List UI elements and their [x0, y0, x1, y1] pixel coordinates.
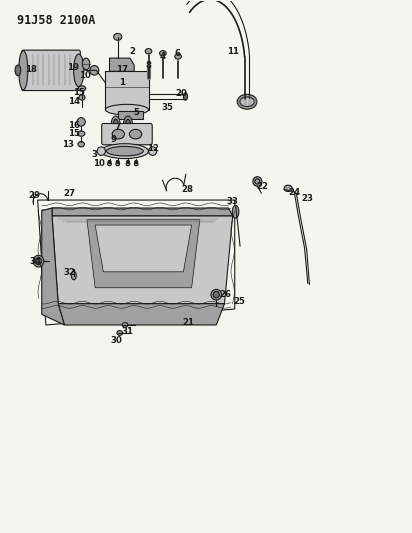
Text: 8: 8 [145, 61, 152, 70]
Ellipse shape [126, 160, 129, 163]
Ellipse shape [117, 330, 123, 335]
Text: 20: 20 [176, 89, 187, 98]
Text: 21: 21 [183, 318, 195, 327]
Ellipse shape [232, 205, 239, 218]
Ellipse shape [33, 255, 44, 267]
Text: 32: 32 [64, 269, 76, 277]
Ellipse shape [114, 34, 122, 41]
Text: 7: 7 [115, 123, 121, 132]
Text: 30: 30 [110, 336, 122, 345]
Text: 31: 31 [121, 327, 133, 336]
Ellipse shape [213, 292, 219, 298]
Ellipse shape [124, 116, 133, 133]
Text: 34: 34 [30, 257, 42, 265]
Polygon shape [52, 216, 233, 304]
Text: 4: 4 [160, 52, 166, 61]
Text: 6: 6 [174, 50, 180, 58]
Ellipse shape [105, 104, 148, 115]
Polygon shape [52, 208, 233, 216]
Ellipse shape [211, 289, 222, 300]
Text: 10: 10 [79, 70, 91, 79]
Ellipse shape [253, 176, 262, 186]
Polygon shape [105, 71, 148, 110]
Text: 3: 3 [91, 150, 97, 159]
Ellipse shape [108, 162, 111, 166]
Ellipse shape [111, 116, 120, 133]
Ellipse shape [78, 142, 84, 147]
Text: 33: 33 [227, 197, 239, 206]
Ellipse shape [77, 118, 85, 126]
Ellipse shape [159, 51, 166, 56]
Text: 12: 12 [147, 144, 159, 153]
Text: 28: 28 [182, 185, 194, 194]
Polygon shape [87, 220, 200, 288]
Ellipse shape [129, 130, 142, 139]
Text: 11: 11 [227, 47, 239, 55]
Ellipse shape [284, 185, 292, 191]
Ellipse shape [145, 49, 152, 54]
Text: 2: 2 [129, 47, 135, 55]
Text: 10: 10 [93, 159, 105, 168]
Ellipse shape [183, 93, 187, 100]
Text: 5: 5 [133, 108, 139, 117]
Text: 23: 23 [302, 194, 314, 203]
Text: 13: 13 [62, 140, 74, 149]
Ellipse shape [240, 97, 254, 107]
Text: 17: 17 [116, 66, 128, 74]
Ellipse shape [135, 160, 138, 163]
Ellipse shape [116, 162, 119, 166]
Ellipse shape [90, 66, 99, 75]
Ellipse shape [101, 144, 148, 159]
Ellipse shape [19, 51, 28, 90]
Text: 35: 35 [161, 102, 173, 111]
Polygon shape [118, 111, 143, 119]
Ellipse shape [122, 322, 128, 327]
Text: 25: 25 [234, 296, 246, 305]
Text: 26: 26 [220, 289, 232, 298]
Ellipse shape [175, 54, 181, 59]
Text: 27: 27 [63, 189, 76, 198]
Ellipse shape [116, 160, 119, 163]
Polygon shape [95, 225, 192, 272]
Ellipse shape [97, 147, 105, 156]
Text: 15: 15 [73, 87, 84, 96]
Text: 29: 29 [28, 191, 40, 200]
Ellipse shape [15, 65, 21, 76]
Ellipse shape [126, 162, 130, 166]
Ellipse shape [74, 54, 84, 86]
Ellipse shape [113, 119, 118, 130]
Text: 24: 24 [288, 188, 300, 197]
Ellipse shape [112, 130, 124, 139]
Text: 1: 1 [119, 77, 125, 86]
Polygon shape [42, 208, 64, 325]
Text: 19: 19 [67, 63, 79, 71]
Text: 9: 9 [110, 135, 117, 144]
Polygon shape [110, 58, 134, 71]
Ellipse shape [35, 258, 42, 265]
Ellipse shape [78, 86, 86, 91]
Ellipse shape [77, 131, 85, 136]
Ellipse shape [237, 94, 257, 109]
Ellipse shape [126, 119, 131, 130]
Text: 15: 15 [68, 129, 80, 138]
Ellipse shape [71, 271, 76, 280]
Text: 16: 16 [68, 120, 80, 130]
Ellipse shape [82, 58, 90, 70]
Ellipse shape [79, 95, 85, 100]
Text: 91J58 2100A: 91J58 2100A [17, 14, 96, 27]
FancyBboxPatch shape [22, 50, 80, 91]
Ellipse shape [106, 147, 143, 156]
Text: 22: 22 [257, 182, 269, 191]
Ellipse shape [148, 147, 157, 156]
Polygon shape [58, 304, 225, 325]
FancyBboxPatch shape [102, 124, 152, 145]
Text: 18: 18 [26, 66, 37, 74]
Ellipse shape [108, 160, 111, 163]
Ellipse shape [134, 162, 138, 166]
Text: 14: 14 [68, 97, 80, 106]
